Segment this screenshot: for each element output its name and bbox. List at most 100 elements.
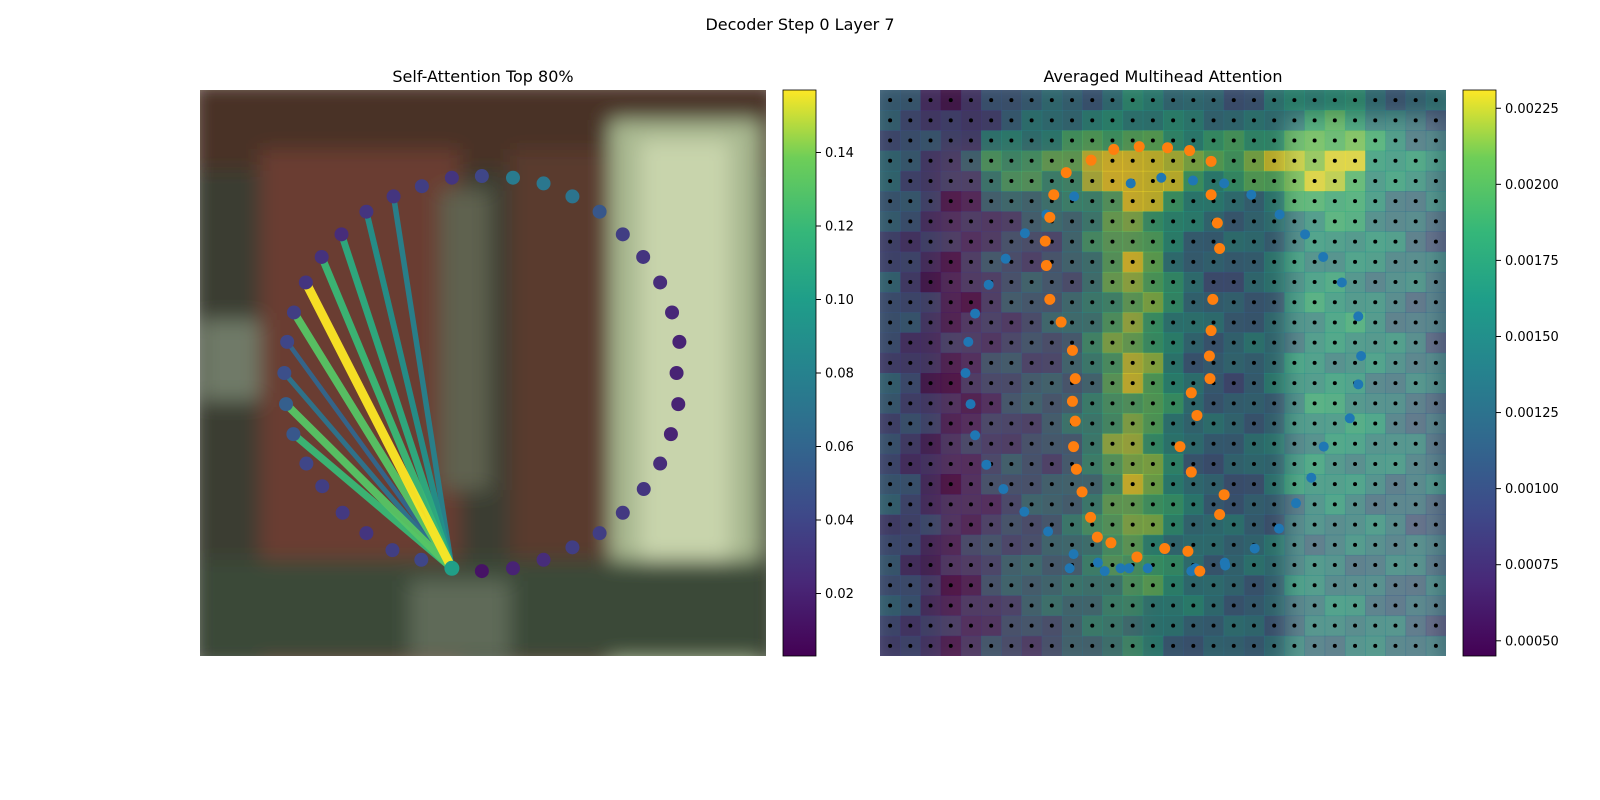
grid-dot <box>1231 643 1236 648</box>
grid-dot <box>1171 259 1176 264</box>
grid-dot <box>1433 98 1438 103</box>
reference-point <box>1205 325 1217 337</box>
grid-dot <box>1433 300 1438 305</box>
grid-dot <box>1312 199 1317 204</box>
grid-dot <box>1231 178 1236 183</box>
grid-dot <box>1090 219 1095 224</box>
grid-dot <box>1433 542 1438 547</box>
colorbar-tick-label: 0.00125 <box>1505 406 1559 421</box>
right-panel-title: Averaged Multihead Attention <box>1044 67 1283 86</box>
grid-dot <box>1049 199 1054 204</box>
grid-dot <box>1009 199 1014 204</box>
grid-dot <box>1211 522 1216 527</box>
grid-dot <box>1393 381 1398 386</box>
grid-dot <box>1090 239 1095 244</box>
grid-dot <box>1413 441 1418 446</box>
grid-dot <box>1332 461 1337 466</box>
grid-dot <box>1009 259 1014 264</box>
grid-dot <box>1393 98 1398 103</box>
grid-dot <box>1171 219 1176 224</box>
grid-dot <box>1332 522 1337 527</box>
sampling-point <box>1156 172 1167 183</box>
grid-dot <box>1171 563 1176 568</box>
grid-dot <box>1150 219 1155 224</box>
grid-dot <box>1353 401 1358 406</box>
grid-dot <box>1251 138 1256 143</box>
grid-dot <box>1312 482 1317 487</box>
grid-dot <box>1029 320 1034 325</box>
grid-dot <box>1413 219 1418 224</box>
grid-dot <box>1110 219 1115 224</box>
sampling-point <box>1274 209 1285 220</box>
grid-dot <box>1029 401 1034 406</box>
grid-dot <box>908 239 913 244</box>
grid-dot <box>1231 118 1236 123</box>
grid-dot <box>1272 340 1277 345</box>
grid-dot <box>1413 118 1418 123</box>
grid-dot <box>1070 340 1075 345</box>
grid-dot <box>1009 603 1014 608</box>
grid-dot <box>1090 522 1095 527</box>
grid-dot <box>1150 98 1155 103</box>
grid-dot <box>1312 219 1317 224</box>
reference-point <box>1133 141 1145 153</box>
reference-point <box>1105 537 1117 549</box>
scatter-point <box>315 479 330 494</box>
grid-dot <box>1373 360 1378 365</box>
grid-dot <box>1373 320 1378 325</box>
grid-dot <box>989 360 994 365</box>
grid-dot <box>1373 158 1378 163</box>
grid-dot <box>1049 340 1054 345</box>
grid-dot <box>1272 502 1277 507</box>
grid-dot <box>1009 542 1014 547</box>
sampling-point <box>1068 549 1079 560</box>
grid-dot <box>928 522 933 527</box>
grid-dot <box>1312 542 1317 547</box>
grid-dot <box>1312 259 1317 264</box>
grid-dot <box>1292 461 1297 466</box>
grid-dot <box>968 461 973 466</box>
grid-dot <box>1353 603 1358 608</box>
grid-dot <box>1373 441 1378 446</box>
grid-dot <box>1353 138 1358 143</box>
grid-dot <box>928 542 933 547</box>
grid-dot <box>1332 280 1337 285</box>
grid-dot <box>989 158 994 163</box>
grid-dot <box>1272 118 1277 123</box>
grid-dot <box>1029 542 1034 547</box>
grid-dot <box>1029 300 1034 305</box>
grid-dot <box>948 502 953 507</box>
grid-dot <box>1049 441 1054 446</box>
grid-dot <box>1272 219 1277 224</box>
colorbar-tick-label: 0.00100 <box>1505 482 1559 497</box>
grid-dot <box>1393 603 1398 608</box>
grid-dot <box>1191 381 1196 386</box>
grid-dot <box>1009 178 1014 183</box>
sampling-point <box>983 279 994 290</box>
grid-dot <box>1332 219 1337 224</box>
grid-dot <box>1312 98 1317 103</box>
grid-dot <box>888 360 893 365</box>
grid-dot <box>1009 360 1014 365</box>
grid-dot <box>1292 623 1297 628</box>
grid-dot <box>1009 340 1014 345</box>
colorbar-tick-label: 0.00150 <box>1505 330 1559 345</box>
grid-dot <box>1049 381 1054 386</box>
grid-dot <box>1090 340 1095 345</box>
grid-dot <box>1373 381 1378 386</box>
grid-dot <box>989 542 994 547</box>
grid-dot <box>1272 239 1277 244</box>
scatter-point <box>671 397 686 412</box>
grid-dot <box>1191 340 1196 345</box>
grid-dot <box>1373 623 1378 628</box>
grid-dot <box>888 320 893 325</box>
grid-dot <box>1090 482 1095 487</box>
grid-dot <box>1433 461 1438 466</box>
grid-dot <box>968 381 973 386</box>
grid-dot <box>1353 199 1358 204</box>
grid-dot <box>1009 502 1014 507</box>
scatter-point <box>414 179 429 194</box>
grid-dot <box>1191 158 1196 163</box>
grid-dot <box>1211 441 1216 446</box>
grid-dot <box>1393 623 1398 628</box>
